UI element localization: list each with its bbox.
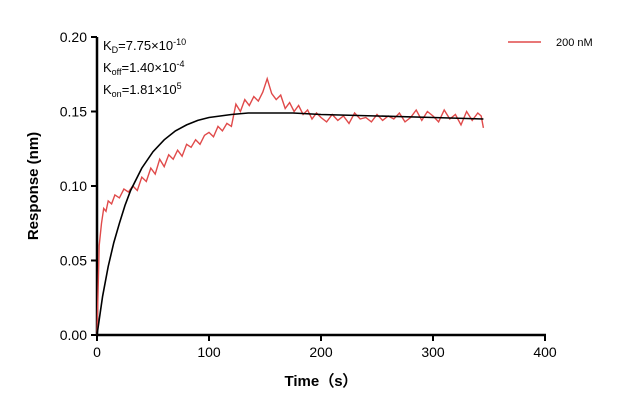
x-tick-label: 0 <box>93 344 101 360</box>
y-tick-label: 0.05 <box>60 253 87 269</box>
axes: 0.00 0.05 0.10 0.15 0.20 0 100 200 300 400 <box>60 29 557 360</box>
x-tick-label: 400 <box>533 344 557 360</box>
x-tick-label: 300 <box>421 344 445 360</box>
y-tick-label: 0.20 <box>60 29 87 45</box>
y-tick-label: 0.15 <box>60 104 87 120</box>
fit-curve <box>96 112 484 336</box>
y-tick-label: 0.00 <box>60 327 87 343</box>
legend-label: 200 nM <box>556 37 593 49</box>
annotation-kd: KD=7.75×10-10 <box>103 37 186 55</box>
annotation-koff: Koff=1.40×10-4 <box>103 59 184 77</box>
y-axis-title: Response (nm) <box>25 132 42 240</box>
x-axis-title: Time（s） <box>284 372 357 390</box>
series-lines <box>96 76 485 336</box>
x-tick-label: 100 <box>197 344 221 360</box>
y-tick-label: 0.10 <box>60 178 87 194</box>
x-tick-label: 200 <box>309 344 333 360</box>
annotation-kon: Kon=1.81×105 <box>103 81 182 99</box>
